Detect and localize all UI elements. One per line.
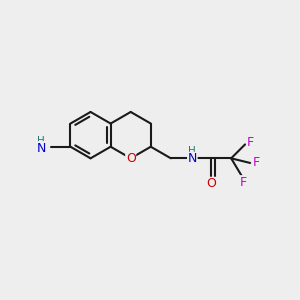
Text: F: F bbox=[239, 176, 247, 189]
Text: F: F bbox=[247, 136, 254, 149]
Text: H: H bbox=[188, 146, 196, 156]
Text: H: H bbox=[38, 136, 45, 146]
Text: O: O bbox=[126, 152, 136, 165]
Text: N: N bbox=[37, 142, 46, 155]
Text: N: N bbox=[188, 152, 197, 165]
Text: F: F bbox=[253, 157, 260, 169]
Text: O: O bbox=[206, 177, 216, 190]
